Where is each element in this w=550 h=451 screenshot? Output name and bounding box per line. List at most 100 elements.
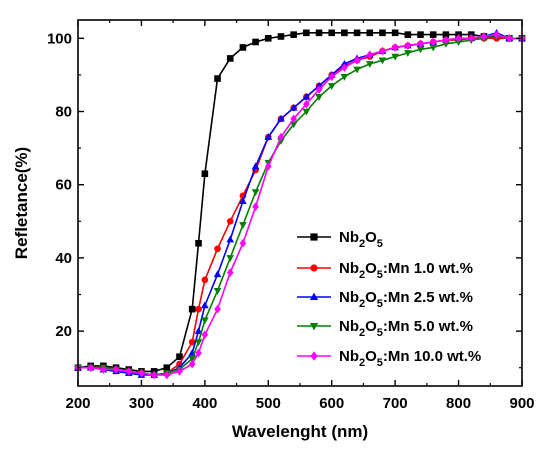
data-point [455,34,462,43]
data-point [366,50,374,60]
data-point [315,94,323,101]
series-5 [74,30,526,380]
data-point [289,103,298,111]
data-point [340,73,349,81]
data-point [201,170,209,178]
data-point [429,44,437,52]
data-point [195,239,202,247]
legend-label: Nb2O5:Mn 10.0 wt.% [339,348,481,369]
data-point [226,55,234,62]
data-point [163,370,171,380]
y-tick-label: 100 [47,30,72,47]
data-point [289,121,298,129]
legend-label: Nb2O5:Mn 5.0 wt.% [339,318,473,339]
data-point [252,202,259,211]
data-point [188,355,196,363]
data-point [214,304,221,314]
data-point [213,288,222,295]
legend-item: Nb2O5:Mn 5.0 wt.% [297,318,473,339]
data-point [416,46,425,54]
data-point [429,31,437,38]
data-point [480,32,488,41]
data-point [391,43,399,52]
data-point [226,235,235,243]
legend-marker [310,233,318,241]
data-point [341,29,348,37]
data-point [194,339,203,347]
legend-item: Nb2O5:Mn 2.5 wt.% [297,289,473,310]
data-point [226,218,234,225]
series-layer [74,28,526,380]
data-point [264,35,272,42]
data-point [353,55,361,65]
data-point [195,305,202,313]
legend-item: Nb2O5 [297,229,383,250]
data-point [264,133,273,140]
data-point [176,353,183,361]
data-point [442,31,450,38]
data-point [138,368,145,378]
data-point [328,29,336,37]
y-tick-label: 80 [55,104,72,121]
data-point [277,114,285,122]
data-point [404,41,412,50]
data-point [201,330,209,340]
legend-marker [309,322,319,331]
data-point [417,31,424,38]
legend-item: Nb2O5:Mn 10.0 wt.% [297,348,481,369]
data-point [391,53,399,61]
data-point [379,46,386,56]
data-point [429,37,437,47]
y-tick-label: 40 [55,250,72,267]
legend-item: Nb2O5:Mn 1.0 wt.% [297,260,473,281]
legend: Nb2O5 Nb2O5:Mn 1.0 wt.% Nb2O5:Mn 2.5 wt.% N… [297,229,481,369]
legend-marker [309,292,319,301]
data-point [176,367,183,376]
data-point [87,363,94,372]
data-point [506,34,513,43]
data-point [404,31,412,38]
data-point [366,29,374,37]
legend-marker [310,351,318,361]
data-point [353,29,361,37]
data-point [277,33,285,40]
data-point [100,365,107,374]
data-point [302,108,311,116]
data-point [303,99,310,109]
y-tick-label: 60 [55,177,72,194]
data-point [341,63,348,72]
data-point [112,365,120,374]
legend-label: Nb2O5 [339,229,383,250]
data-point [163,364,171,371]
data-point [391,29,399,37]
data-point [239,197,247,204]
x-tick-label: 900 [509,395,534,412]
data-point [195,348,202,358]
data-point [417,39,424,49]
legend-label: Nb2O5:Mn 2.5 wt.% [339,289,473,310]
x-tick-label: 300 [129,395,154,412]
data-point [404,50,412,57]
data-point [150,370,158,380]
data-point [188,305,196,313]
data-point [290,114,297,124]
data-point [328,72,336,82]
data-point [213,270,222,278]
data-point [442,35,450,45]
data-point [290,31,297,38]
ticks-layer: 200 300 400 500 600 700 800 900 20 40 60 80 100 [47,20,535,412]
data-point [188,359,196,369]
data-point [214,75,221,82]
data-point [252,38,259,46]
data-point [201,317,209,325]
data-point [353,66,361,74]
data-point [264,162,272,171]
data-point [302,92,311,100]
data-point [214,245,221,253]
data-point [378,57,387,65]
data-point [239,44,247,51]
x-axis-label: Wavelenght (nm) [232,422,368,441]
x-tick-label: 400 [192,395,217,412]
x-tick-label: 800 [446,395,471,412]
